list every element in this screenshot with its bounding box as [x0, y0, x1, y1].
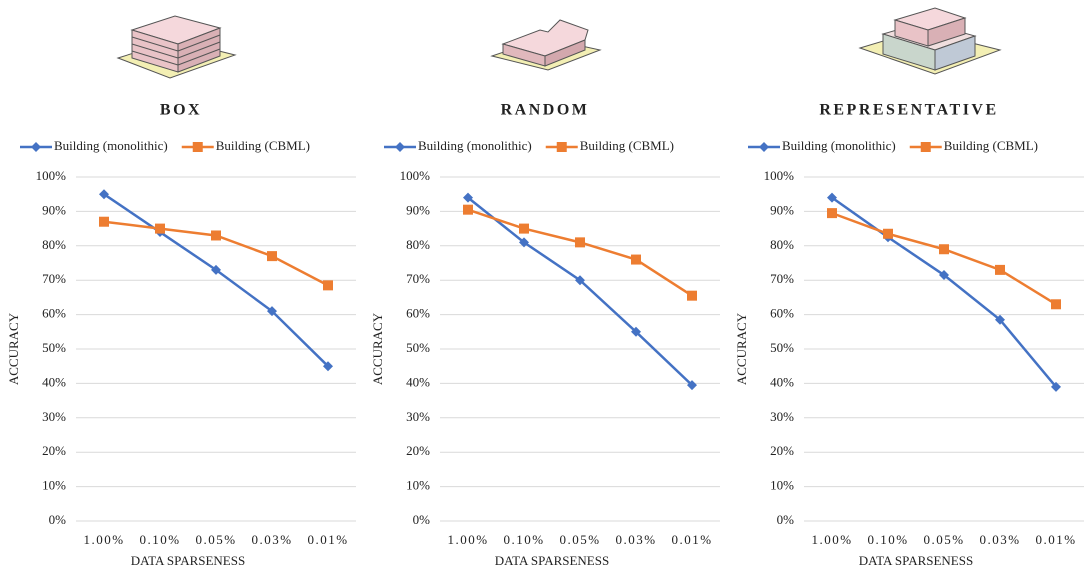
legend-marker — [31, 142, 41, 152]
x-tick-label: 0.10% — [503, 532, 544, 547]
y-tick-label: 10% — [406, 478, 430, 493]
x-tick-label: 0.10% — [867, 532, 908, 547]
y-tick-label: 0% — [413, 512, 431, 527]
legend-marker — [759, 142, 769, 152]
x-tick-label: 0.05% — [559, 532, 600, 547]
y-tick-label: 0% — [49, 512, 67, 527]
data-point — [519, 224, 529, 234]
y-axis-label: ACCURACY — [6, 312, 21, 385]
y-axis-label: ACCURACY — [734, 312, 749, 385]
y-tick-label: 50% — [42, 340, 66, 355]
data-point — [883, 229, 893, 239]
box-building-icon — [118, 16, 235, 78]
y-tick-label: 50% — [770, 340, 794, 355]
x-tick-label: 0.01% — [671, 532, 712, 547]
x-tick-label: 0.01% — [307, 532, 348, 547]
x-axis-label: DATA SPARSENESS — [859, 553, 973, 568]
y-tick-label: 10% — [770, 478, 794, 493]
series-line — [468, 198, 692, 385]
y-tick-label: 20% — [406, 443, 430, 458]
y-axis-label: ACCURACY — [370, 312, 385, 385]
y-tick-label: 100% — [36, 168, 67, 183]
x-tick-label: 1.00% — [83, 532, 124, 547]
y-tick-label: 10% — [42, 478, 66, 493]
legend-label: Building (CBML) — [580, 138, 674, 153]
x-tick-label: 0.03% — [979, 532, 1020, 547]
x-axis-label: DATA SPARSENESS — [131, 553, 245, 568]
x-tick-label: 0.03% — [251, 532, 292, 547]
random-building-icon — [492, 20, 600, 70]
y-tick-label: 30% — [42, 409, 66, 424]
data-point — [827, 208, 837, 218]
y-tick-label: 90% — [770, 202, 794, 217]
data-point — [267, 251, 277, 261]
data-point — [939, 244, 949, 254]
y-tick-label: 70% — [406, 271, 430, 286]
y-tick-label: 20% — [42, 443, 66, 458]
y-tick-label: 100% — [400, 168, 431, 183]
y-tick-label: 30% — [770, 409, 794, 424]
data-point — [995, 265, 1005, 275]
legend-marker — [395, 142, 405, 152]
x-tick-label: 0.10% — [139, 532, 180, 547]
chart-title: BOX — [160, 102, 202, 119]
legend-marker — [557, 142, 567, 152]
data-point — [687, 291, 697, 301]
y-tick-label: 90% — [406, 202, 430, 217]
y-tick-label: 90% — [42, 202, 66, 217]
legend-label: Building (monolithic) — [782, 138, 896, 153]
y-tick-label: 100% — [764, 168, 795, 183]
data-point — [155, 224, 165, 234]
figure: BOX Building (monolithic) Building (CBML) 0… — [0, 0, 1086, 575]
x-tick-label: 0.03% — [615, 532, 656, 547]
y-tick-label: 60% — [770, 306, 794, 321]
data-point — [631, 255, 641, 265]
chart-title: REPRESENTATIVE — [819, 102, 998, 119]
legend-marker — [193, 142, 203, 152]
y-tick-label: 30% — [406, 409, 430, 424]
y-tick-label: 80% — [770, 237, 794, 252]
legend-label: Building (CBML) — [944, 138, 1038, 153]
y-tick-label: 60% — [406, 306, 430, 321]
data-point — [99, 217, 109, 227]
y-tick-label: 40% — [406, 374, 430, 389]
y-tick-label: 80% — [406, 237, 430, 252]
y-tick-label: 60% — [42, 306, 66, 321]
x-tick-label: 1.00% — [811, 532, 852, 547]
data-point — [575, 237, 585, 247]
y-tick-label: 20% — [770, 443, 794, 458]
x-tick-label: 0.05% — [923, 532, 964, 547]
y-tick-label: 70% — [770, 271, 794, 286]
x-tick-label: 0.01% — [1035, 532, 1076, 547]
data-point — [323, 280, 333, 290]
y-tick-label: 70% — [42, 271, 66, 286]
legend-marker — [921, 142, 931, 152]
y-tick-label: 40% — [42, 374, 66, 389]
legend-label: Building (CBML) — [216, 138, 310, 153]
y-tick-label: 80% — [42, 237, 66, 252]
chart-title: RANDOM — [501, 102, 590, 119]
y-tick-label: 40% — [770, 374, 794, 389]
legend-label: Building (monolithic) — [418, 138, 532, 153]
x-axis-label: DATA SPARSENESS — [495, 553, 609, 568]
data-point — [211, 230, 221, 240]
y-tick-label: 50% — [406, 340, 430, 355]
data-point — [463, 205, 473, 215]
y-tick-label: 0% — [777, 512, 795, 527]
x-tick-label: 1.00% — [447, 532, 488, 547]
representative-building-icon — [860, 8, 1000, 74]
data-point — [1051, 299, 1061, 309]
legend-label: Building (monolithic) — [54, 138, 168, 153]
x-tick-label: 0.05% — [195, 532, 236, 547]
series-line — [832, 213, 1056, 304]
